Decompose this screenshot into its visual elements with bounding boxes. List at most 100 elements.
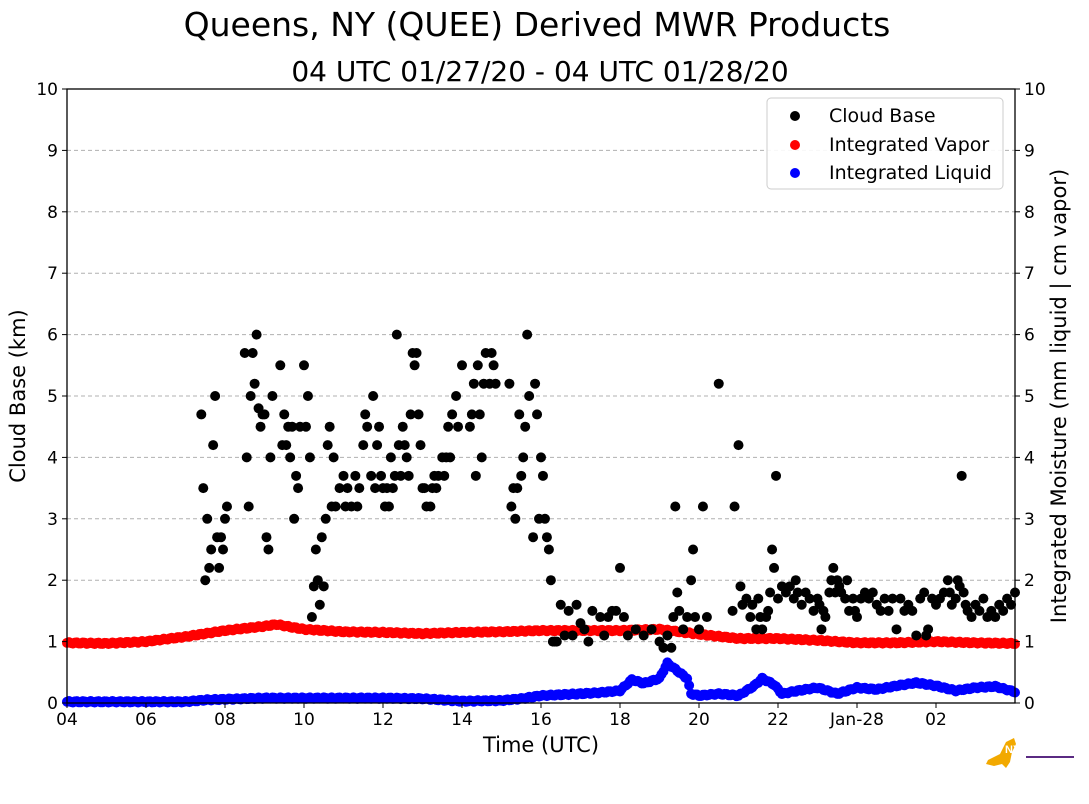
cloud-base-point bbox=[247, 348, 258, 359]
cloud-base-point bbox=[757, 624, 768, 635]
cloud-base-point bbox=[840, 593, 851, 604]
cloud-base-point bbox=[245, 391, 256, 401]
y-axis-label: Cloud Base (km) bbox=[6, 309, 30, 482]
cloud-base-point bbox=[397, 421, 408, 432]
cloud-base-point bbox=[891, 624, 902, 635]
legend-label-integrated-vapor: Integrated Vapor bbox=[829, 134, 989, 156]
cloud-base-point bbox=[322, 440, 333, 451]
y-tick-label: 4 bbox=[47, 448, 58, 468]
cloud-base-point bbox=[249, 378, 260, 389]
cloud-base-point bbox=[399, 440, 410, 451]
y-right-tick-label: 2 bbox=[1024, 571, 1035, 591]
cloud-base-point bbox=[697, 501, 708, 512]
cloud-base-point bbox=[563, 605, 574, 616]
y-tick-label: 1 bbox=[47, 633, 58, 653]
cloud-base-point bbox=[875, 605, 886, 616]
cloud-base-point bbox=[536, 452, 546, 463]
cloud-base-point bbox=[694, 624, 704, 635]
cloud-base-point bbox=[537, 470, 548, 481]
y-right-tick-label: 5 bbox=[1024, 387, 1035, 407]
y-right-tick-label: 1 bbox=[1024, 633, 1035, 653]
cloud-base-point bbox=[405, 409, 416, 420]
cloud-base-point bbox=[753, 593, 764, 604]
x-axis-label: Time (UTC) bbox=[482, 733, 599, 757]
cloud-base-point bbox=[263, 544, 274, 555]
cloud-base-point bbox=[551, 636, 562, 647]
cloud-base-point bbox=[387, 483, 398, 494]
cloud-base-point bbox=[966, 612, 977, 623]
cloud-base-point bbox=[790, 575, 801, 586]
cloud-base-point bbox=[259, 409, 270, 420]
cloud-base-point bbox=[275, 360, 286, 371]
cloud-base-point bbox=[729, 501, 740, 512]
cloud-base-point bbox=[261, 532, 272, 543]
legend-marker-integrated-vapor bbox=[790, 140, 800, 150]
x-tick-label: 04 bbox=[56, 710, 78, 730]
y-tick-label: 0 bbox=[47, 694, 58, 714]
logo-text: NYS Mesonet bbox=[1005, 744, 1076, 756]
cloud-base-point bbox=[820, 612, 831, 623]
cloud-base-point bbox=[300, 421, 311, 432]
x-tick-label: 20 bbox=[688, 710, 710, 730]
cloud-base-point bbox=[476, 452, 487, 463]
cloud-base-point bbox=[530, 378, 541, 389]
cloud-base-point bbox=[314, 599, 325, 610]
cloud-base-point bbox=[518, 452, 529, 463]
cloud-base-series bbox=[196, 329, 1020, 653]
cloud-base-point bbox=[555, 599, 566, 610]
cloud-base-point bbox=[599, 630, 610, 641]
cloud-base-point bbox=[701, 612, 712, 623]
cloud-base-point bbox=[419, 483, 430, 494]
cloud-base-point bbox=[208, 440, 219, 451]
cloud-base-point bbox=[472, 360, 483, 371]
cloud-base-point bbox=[443, 421, 454, 432]
x-tick-label: 22 bbox=[767, 710, 789, 730]
cloud-base-point bbox=[330, 501, 341, 512]
cloud-base-point bbox=[334, 483, 345, 494]
cloud-base-point bbox=[486, 348, 497, 359]
cloud-base-point bbox=[579, 624, 590, 635]
cloud-base-point bbox=[243, 501, 254, 512]
cloud-base-point bbox=[376, 470, 387, 481]
cloud-base-point bbox=[453, 421, 464, 432]
x-axis: 04 06 08 10 12 14 16 18 20 22 Jan-28 02 bbox=[56, 703, 947, 730]
cloud-base-point bbox=[520, 421, 531, 432]
cloud-base-point bbox=[543, 544, 554, 555]
cloud-base-point bbox=[796, 599, 807, 610]
cloud-base-point bbox=[239, 348, 250, 359]
cloud-base-point bbox=[350, 470, 361, 481]
cloud-base-point bbox=[291, 470, 302, 481]
cloud-base-point bbox=[852, 612, 862, 623]
cloud-base-point bbox=[773, 593, 783, 604]
y-tick-label: 9 bbox=[47, 141, 58, 161]
cloud-base-point bbox=[867, 587, 878, 598]
cloud-base-point bbox=[362, 421, 373, 432]
chart-subtitle: 04 UTC 01/27/20 - 04 UTC 01/28/20 bbox=[291, 55, 788, 88]
cloud-base-point bbox=[391, 329, 402, 340]
cloud-base-point bbox=[401, 452, 412, 463]
cloud-base-point bbox=[745, 612, 756, 623]
cloud-base-point bbox=[206, 544, 217, 555]
cloud-base-point bbox=[302, 391, 313, 401]
cloud-base-point bbox=[318, 581, 329, 592]
cloud-base-point bbox=[374, 421, 385, 432]
y-tick-label: 5 bbox=[47, 387, 58, 407]
legend-marker-integrated-liquid bbox=[790, 168, 800, 178]
cloud-base-point bbox=[559, 630, 570, 641]
cloud-base-point bbox=[911, 630, 922, 641]
cloud-base-point bbox=[287, 421, 298, 432]
y-tick-label: 3 bbox=[47, 510, 58, 530]
cloud-base-point bbox=[214, 562, 225, 573]
cloud-base-point bbox=[958, 587, 969, 598]
cloud-base-point bbox=[998, 605, 1009, 616]
cloud-base-point bbox=[545, 575, 556, 586]
cloud-base-point bbox=[413, 409, 424, 420]
cloud-base-point bbox=[678, 624, 689, 635]
cloud-base-point bbox=[466, 409, 477, 420]
cloud-base-point bbox=[457, 360, 467, 371]
cloud-base-point bbox=[328, 452, 339, 463]
cloud-base-point bbox=[842, 575, 853, 586]
cloud-base-point bbox=[464, 421, 475, 432]
cloud-base-point bbox=[316, 532, 327, 543]
